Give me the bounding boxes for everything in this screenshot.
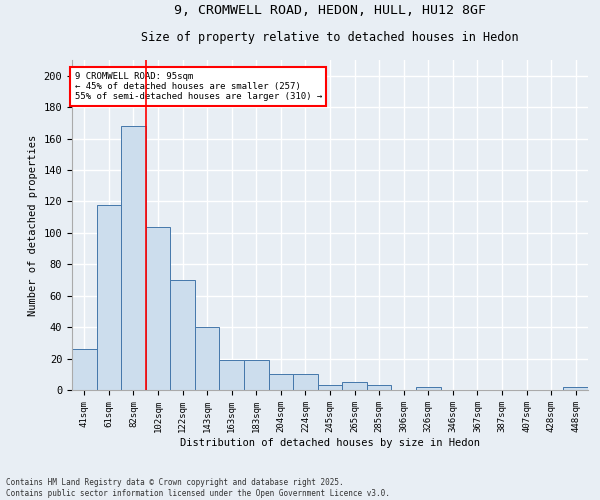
Bar — [121, 126, 146, 390]
Bar — [195, 327, 220, 390]
Y-axis label: Number of detached properties: Number of detached properties — [28, 134, 38, 316]
Text: 9, CROMWELL ROAD, HEDON, HULL, HU12 8GF: 9, CROMWELL ROAD, HEDON, HULL, HU12 8GF — [174, 4, 486, 17]
Bar — [244, 360, 269, 390]
Bar — [269, 374, 293, 390]
Bar — [416, 387, 440, 390]
Text: 9 CROMWELL ROAD: 95sqm
← 45% of detached houses are smaller (257)
55% of semi-de: 9 CROMWELL ROAD: 95sqm ← 45% of detached… — [74, 72, 322, 102]
Bar — [146, 226, 170, 390]
X-axis label: Distribution of detached houses by size in Hedon: Distribution of detached houses by size … — [180, 438, 480, 448]
Bar — [342, 382, 367, 390]
Text: Size of property relative to detached houses in Hedon: Size of property relative to detached ho… — [141, 30, 519, 44]
Bar — [563, 387, 588, 390]
Bar — [293, 374, 318, 390]
Bar — [318, 386, 342, 390]
Bar — [367, 386, 391, 390]
Bar — [220, 360, 244, 390]
Bar — [97, 204, 121, 390]
Bar — [170, 280, 195, 390]
Text: Contains HM Land Registry data © Crown copyright and database right 2025.
Contai: Contains HM Land Registry data © Crown c… — [6, 478, 390, 498]
Bar — [72, 349, 97, 390]
